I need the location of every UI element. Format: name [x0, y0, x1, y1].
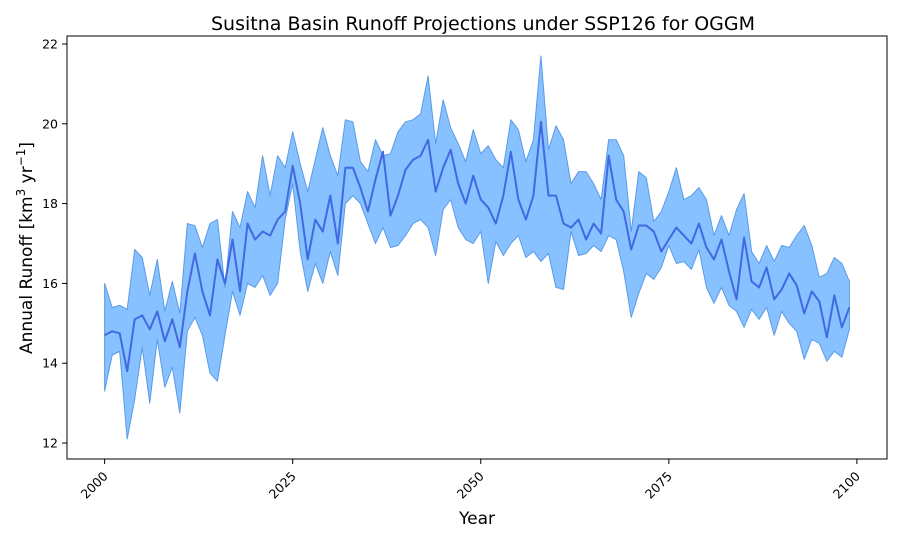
y-tick-label: 14 [42, 356, 58, 371]
y-tick-label: 22 [42, 36, 58, 51]
uncertainty-band [104, 55, 850, 440]
x-tick-label: 2025 [266, 469, 299, 502]
y-axis-label: Annual Runoff [km3 yr−1] [14, 142, 37, 354]
y-tick-label: 18 [42, 196, 58, 211]
x-tick-label: 2075 [642, 469, 675, 502]
x-axis-label: Year [458, 509, 495, 529]
chart-title: Susitna Basin Runoff Projections under S… [211, 13, 755, 35]
x-tick-label: 2100 [830, 468, 863, 501]
y-tick-label: 12 [42, 436, 58, 451]
y-label-sup2: −1 [14, 149, 28, 167]
y-label-suffix: ] [17, 142, 37, 149]
y-axis: 12 14 16 18 20 22 [42, 36, 67, 451]
y-label-sup1: 3 [14, 189, 28, 197]
plot-area [104, 55, 851, 440]
plot-frame [66, 35, 888, 460]
mean-runoff-line [104, 120, 851, 373]
y-tick-label: 20 [42, 116, 58, 131]
x-tick-label: 2000 [78, 468, 111, 501]
x-axis: 2000 2025 2050 2075 2100 [78, 459, 863, 502]
y-label-middle: yr [17, 166, 37, 188]
y-label-prefix: Annual Runoff [km [17, 196, 37, 354]
y-tick-label: 16 [42, 276, 58, 291]
x-tick-label: 2050 [454, 468, 487, 501]
